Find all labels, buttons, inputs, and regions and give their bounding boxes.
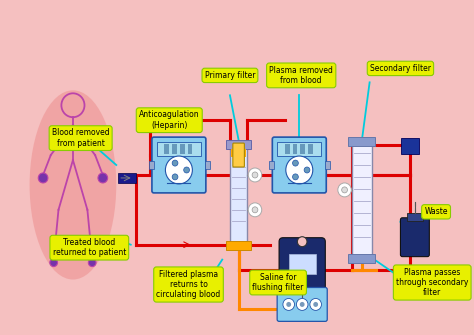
FancyBboxPatch shape (152, 137, 206, 193)
Bar (164, 144, 169, 154)
Circle shape (342, 187, 347, 193)
Bar (401, 138, 419, 154)
Circle shape (184, 167, 190, 173)
Text: Blood removed
from patient: Blood removed from patient (52, 128, 109, 148)
FancyBboxPatch shape (401, 218, 429, 257)
Circle shape (286, 156, 313, 184)
Text: Treated blood
returned to patient: Treated blood returned to patient (53, 238, 126, 257)
Circle shape (310, 298, 321, 311)
Bar (348, 254, 375, 263)
Bar (205, 161, 210, 169)
Text: Plasma passes
through secondary
filter: Plasma passes through secondary filter (396, 268, 468, 297)
Text: Saline for
flushing filter: Saline for flushing filter (253, 273, 304, 292)
Circle shape (283, 298, 294, 311)
Circle shape (252, 172, 258, 178)
Bar (300, 144, 305, 154)
Circle shape (313, 302, 318, 307)
Circle shape (165, 156, 192, 184)
Circle shape (304, 167, 310, 173)
Text: Secondary filter: Secondary filter (370, 64, 431, 73)
Bar (289, 254, 316, 274)
Circle shape (50, 259, 57, 267)
Bar (308, 144, 313, 154)
FancyBboxPatch shape (277, 287, 327, 321)
Circle shape (292, 160, 298, 166)
Bar (149, 161, 154, 169)
Text: Waste: Waste (424, 207, 448, 216)
Circle shape (297, 237, 307, 247)
Circle shape (252, 207, 258, 213)
Bar (226, 241, 251, 250)
Bar (325, 161, 330, 169)
Text: Filtered plasma
returns to
circulating blood: Filtered plasma returns to circulating b… (156, 270, 221, 299)
Bar (230, 148, 247, 242)
Text: Plasma removed
from blood: Plasma removed from blood (269, 66, 333, 85)
Circle shape (296, 298, 308, 311)
Circle shape (248, 168, 262, 182)
Bar (407, 213, 423, 221)
Bar (277, 142, 321, 156)
Circle shape (172, 174, 178, 180)
Bar (157, 142, 201, 156)
Circle shape (38, 173, 48, 183)
Circle shape (292, 174, 298, 180)
Text: Anticoagulation
(Heparin): Anticoagulation (Heparin) (139, 111, 200, 130)
Circle shape (98, 173, 108, 183)
Bar (180, 144, 185, 154)
Circle shape (300, 302, 305, 307)
Circle shape (286, 302, 291, 307)
FancyBboxPatch shape (233, 143, 245, 167)
Bar (231, 149, 246, 156)
Bar (172, 144, 177, 154)
Circle shape (172, 160, 178, 166)
Ellipse shape (29, 90, 116, 279)
Bar (226, 140, 251, 149)
Circle shape (338, 183, 351, 197)
Circle shape (88, 259, 96, 267)
Circle shape (248, 203, 262, 217)
Bar (292, 144, 297, 154)
Bar (269, 161, 274, 169)
Bar (188, 144, 192, 154)
Text: Primary filter: Primary filter (205, 71, 255, 80)
Bar (118, 173, 136, 183)
Bar (285, 144, 290, 154)
Bar (348, 137, 375, 146)
Bar (352, 145, 372, 255)
FancyBboxPatch shape (273, 137, 326, 193)
FancyBboxPatch shape (279, 238, 325, 293)
